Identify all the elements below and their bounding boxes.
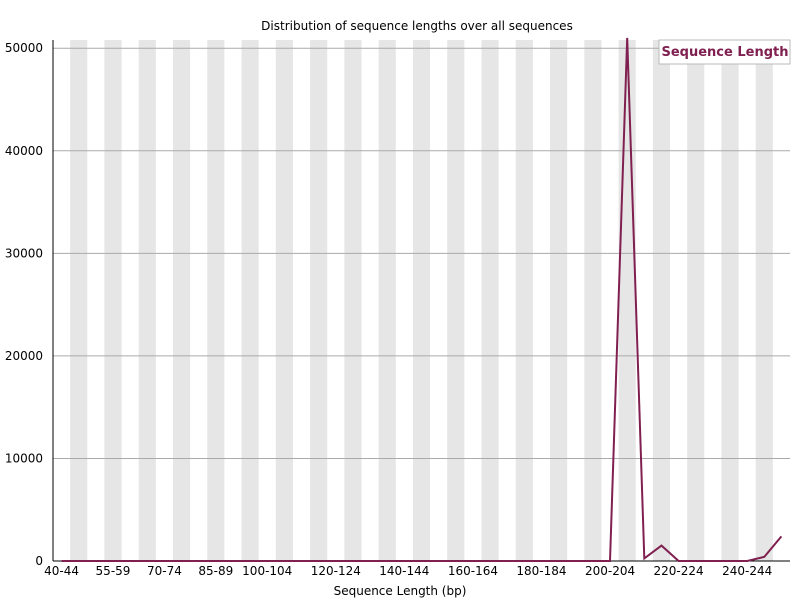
y-tick-label-50000: 50000 bbox=[5, 41, 43, 55]
band-105-109 bbox=[275, 40, 293, 561]
series-line-0 bbox=[61, 37, 783, 562]
band-245-249 bbox=[755, 40, 773, 561]
y-tick-labels: 0 10000 20000 30000 40000 50000 bbox=[5, 41, 43, 568]
legend: Sequence Length bbox=[658, 39, 791, 65]
band-175-179 bbox=[515, 40, 533, 561]
band-155-159 bbox=[447, 40, 465, 561]
chart-title: Distribution of sequence lengths over al… bbox=[261, 19, 573, 33]
x-axis-label: Sequence Length (bp) bbox=[334, 584, 467, 598]
x-tick-label-120-124: 120-124 bbox=[311, 564, 361, 578]
y-gridlines bbox=[53, 47, 790, 459]
x-tick-label-160-164: 160-164 bbox=[448, 564, 498, 578]
y-tick-label-0: 0 bbox=[35, 554, 43, 568]
y-tick-label-40000: 40000 bbox=[5, 144, 43, 158]
legend-entry-sequence-length: Sequence Length bbox=[662, 45, 789, 60]
x-tick-label-240-244: 240-244 bbox=[722, 564, 772, 578]
band-185-189 bbox=[550, 40, 568, 561]
y-tick-label-10000: 10000 bbox=[5, 451, 43, 465]
x-tick-label-70-74: 70-74 bbox=[147, 564, 182, 578]
band-95-99 bbox=[241, 40, 259, 561]
x-tick-label-40-44: 40-44 bbox=[44, 564, 79, 578]
y-tick-label-20000: 20000 bbox=[5, 349, 43, 363]
band-145-149 bbox=[412, 40, 431, 561]
series-layer bbox=[61, 37, 783, 562]
band-165-169 bbox=[481, 40, 499, 561]
x-tick-label-200-204: 200-204 bbox=[585, 564, 635, 578]
band-235-239 bbox=[721, 40, 739, 561]
band-205-209 bbox=[618, 40, 636, 561]
band-75-79 bbox=[172, 40, 191, 561]
band-55-59 bbox=[104, 40, 122, 561]
band-225-229 bbox=[687, 40, 705, 561]
x-tick-label-55-59: 55-59 bbox=[96, 564, 131, 578]
band-115-119 bbox=[310, 40, 328, 561]
band-85-89 bbox=[207, 40, 225, 561]
band-65-69 bbox=[138, 40, 156, 561]
alternating-bands bbox=[70, 40, 773, 561]
x-tick-label-100-104: 100-104 bbox=[242, 564, 292, 578]
band-125-129 bbox=[344, 40, 362, 561]
band-45-49 bbox=[70, 40, 88, 561]
band-215-219 bbox=[652, 40, 671, 561]
x-tick-label-140-144: 140-144 bbox=[379, 564, 429, 578]
x-tick-label-180-184: 180-184 bbox=[516, 564, 566, 578]
legend-box bbox=[658, 39, 791, 65]
band-195-199 bbox=[584, 40, 602, 561]
x-tick-label-220-224: 220-224 bbox=[654, 564, 704, 578]
x-tick-labels: 40-44 55-59 70-74 85-89 100-104 120-124 140-14… bbox=[44, 564, 772, 578]
x-tick-label-85-89: 85-89 bbox=[198, 564, 233, 578]
y-tick-label-30000: 30000 bbox=[5, 246, 43, 260]
band-135-139 bbox=[378, 40, 396, 561]
